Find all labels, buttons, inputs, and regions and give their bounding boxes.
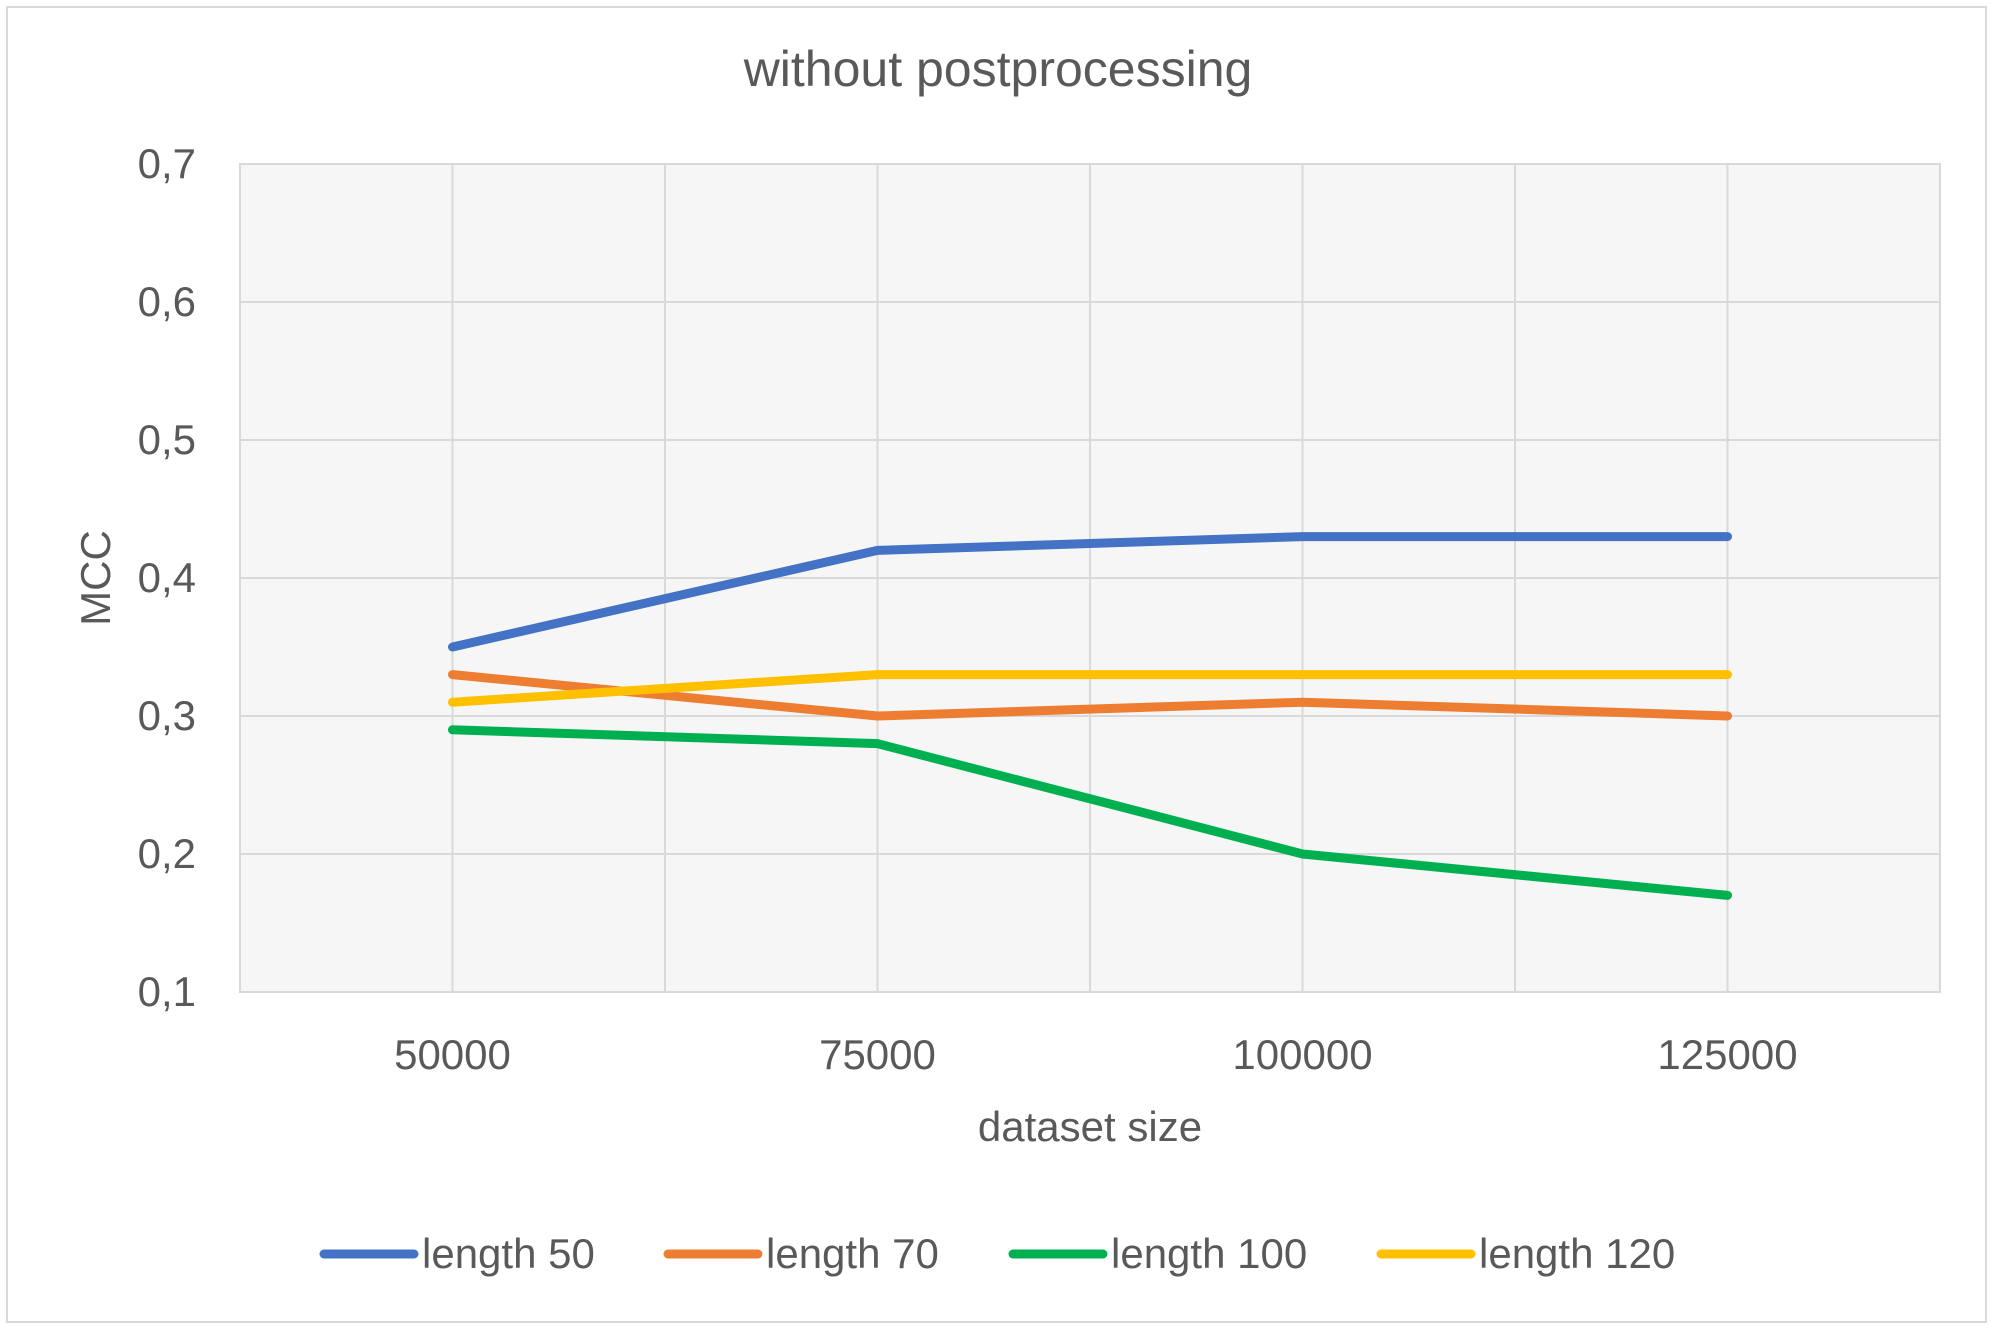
x-tick-label: 75000 <box>819 1031 936 1078</box>
series-line-length-120 <box>448 670 1732 707</box>
y-tick-label: 0,5 <box>138 416 196 463</box>
x-tick-label: 50000 <box>394 1031 511 1078</box>
legend-label: length 100 <box>1111 1230 1307 1277</box>
plot-area-border <box>239 163 1941 993</box>
series-line-length-50 <box>448 532 1732 652</box>
y-tick-label: 0,6 <box>138 278 196 325</box>
y-tick-label: 0,7 <box>138 140 196 187</box>
legend-label: length 120 <box>1479 1230 1675 1277</box>
x-tick-label: 100000 <box>1232 1031 1372 1078</box>
legend-label: length 50 <box>422 1230 595 1277</box>
x-axis-label: dataset size <box>978 1103 1202 1150</box>
y-tick-label: 0,3 <box>138 692 196 739</box>
legend-label: length 70 <box>766 1230 939 1277</box>
chart-title: without postprocessing <box>743 41 1253 97</box>
series-line-length-100 <box>448 725 1732 900</box>
y-tick-label: 0,2 <box>138 830 196 877</box>
y-axis-label: MCC <box>72 530 119 626</box>
y-tick-label: 0,1 <box>138 968 196 1015</box>
legend: length 50 length 70 length 100 length 120 <box>319 1230 1675 1277</box>
x-tick-label: 125000 <box>1657 1031 1797 1078</box>
x-axis-tick-labels: 50000 75000 100000 125000 <box>394 1031 1797 1078</box>
y-tick-label: 0,4 <box>138 554 196 601</box>
y-axis-tick-labels: 0,1 0,2 0,3 0,4 0,5 0,6 0,7 <box>138 140 196 1015</box>
series-lines <box>448 532 1732 900</box>
series-line-length-70 <box>448 670 1732 721</box>
